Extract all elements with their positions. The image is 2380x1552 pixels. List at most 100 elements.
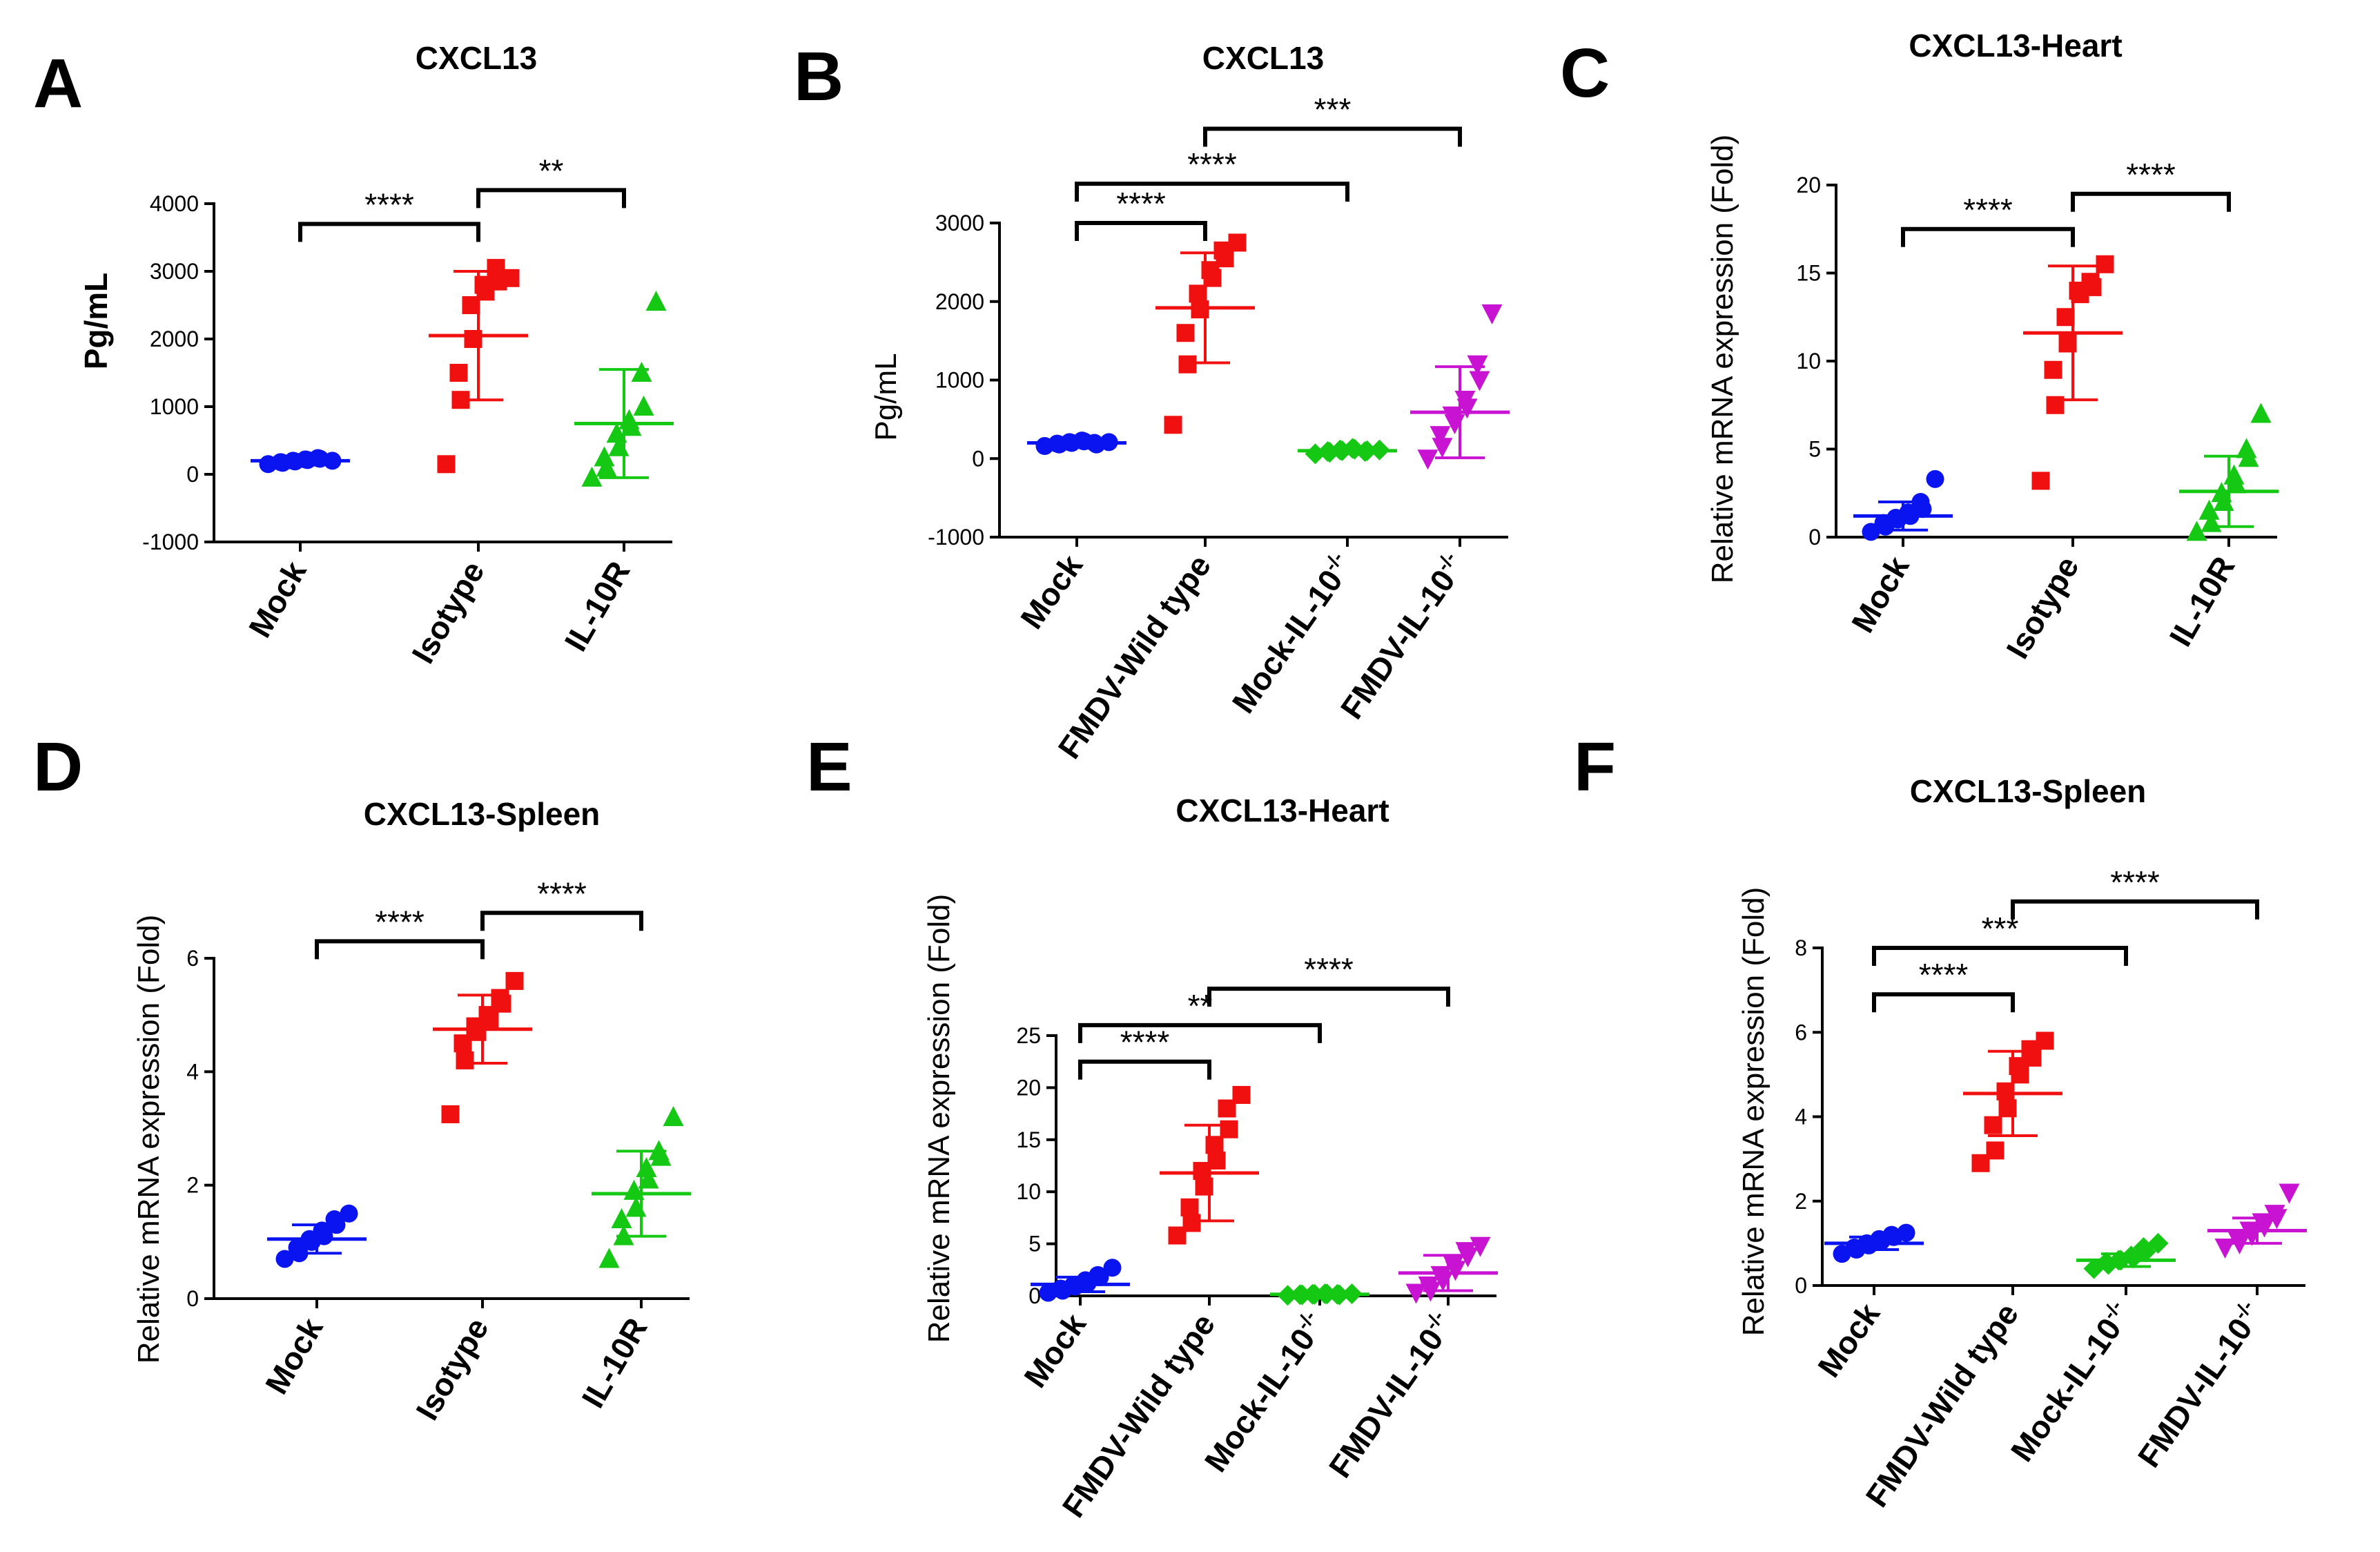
data-point-F-0-9: [1897, 1223, 1915, 1242]
series-il-10r: [2179, 402, 2279, 541]
significance-bracket: ****: [315, 904, 485, 960]
data-point-D-2-0: [598, 1248, 620, 1268]
series-mock: [251, 449, 350, 474]
significance-bracket: ****: [1901, 192, 2075, 247]
data-point-E-0-8: [1089, 1265, 1107, 1284]
y-tick-label: 4: [186, 1059, 199, 1084]
significance-stars: ****: [2110, 864, 2160, 900]
y-tick-label: 5: [1028, 1232, 1041, 1257]
data-point-C-0-0: [1862, 523, 1880, 541]
series-fmdv-wild-type: [1963, 1031, 2062, 1172]
data-point-F-1-9: [2036, 1031, 2054, 1050]
significance-stars: ***: [1314, 92, 1352, 128]
data-point-D-1-9: [505, 971, 524, 990]
data-point-B-1-1: [1178, 355, 1197, 374]
data-point-C-2-8: [2236, 438, 2257, 458]
chart-title: CXCL13: [416, 40, 537, 76]
data-point-E-3-2: [1418, 1276, 1439, 1297]
data-point-F-2-9: [2147, 1232, 2169, 1254]
data-point-E-0-9: [1103, 1259, 1122, 1277]
significance-bracket: ****: [1075, 186, 1207, 241]
y-tick-label: -1000: [142, 530, 199, 554]
data-point-C-1-2: [2044, 360, 2062, 379]
series-mock: [1027, 431, 1126, 456]
panel-letter: D: [33, 728, 83, 806]
data-point-F-3-0: [2214, 1238, 2236, 1259]
data-point-F-3-9: [2279, 1183, 2300, 1204]
significance-bracket: ****: [298, 186, 480, 242]
data-point-A-1-0: [437, 455, 456, 474]
significance-stars: ****: [364, 186, 414, 222]
data-point-A-2-7: [633, 396, 654, 416]
y-tick-label: 20: [1016, 1075, 1041, 1100]
series-fmdv-wild-type: [1155, 233, 1255, 434]
series-isotype: [2023, 255, 2123, 490]
data-point-A-1-9: [501, 269, 520, 287]
data-point-D-2-5: [638, 1168, 659, 1189]
data-point-F-3-8: [2264, 1205, 2285, 1225]
panel-letter: A: [33, 45, 83, 122]
y-tick-label: 2: [186, 1173, 199, 1198]
y-tick-label: 0: [1808, 525, 1821, 550]
significance-stars: ****: [375, 904, 425, 940]
y-tick-label: 2: [1795, 1189, 1807, 1214]
series-isotype: [433, 971, 532, 1123]
y-tick-label: 15: [1016, 1127, 1041, 1152]
data-point-D-2-9: [663, 1106, 684, 1127]
y-axis-label: Relative mRNA expression (Fold): [922, 894, 956, 1343]
y-tick-label: 8: [1795, 935, 1807, 960]
data-point-B-3-2: [1430, 426, 1451, 447]
significance-bracket: **: [476, 153, 626, 208]
y-tick-label: 1000: [935, 368, 984, 393]
data-point-E-3-8: [1455, 1242, 1476, 1263]
data-point-D-1-8: [491, 989, 509, 1007]
y-tick-label: 4: [1795, 1105, 1807, 1129]
data-point-B-3-9: [1481, 304, 1503, 324]
y-axis-label: Relative mRNA expression (Fold): [1737, 887, 1771, 1336]
data-point-E-1-9: [1232, 1085, 1251, 1104]
y-tick-label: 10: [1016, 1179, 1041, 1204]
significance-bracket: ****: [1078, 1025, 1211, 1080]
data-point-D-0-0: [275, 1250, 294, 1268]
data-point-C-1-8: [2081, 273, 2100, 291]
data-point-C-1-0: [2031, 472, 2050, 490]
y-tick-label: 0: [186, 462, 199, 487]
data-point-D-0-9: [340, 1204, 358, 1223]
y-tick-label: 15: [1796, 261, 1821, 286]
y-axis-label: Pg/mL: [78, 273, 114, 370]
panel-letter: C: [1560, 35, 1610, 112]
chart-title: CXCL13-Spleen: [1910, 773, 2147, 809]
y-tick-label: 4000: [150, 191, 199, 216]
y-tick-label: 0: [186, 1286, 199, 1311]
series-isotype: [429, 259, 528, 474]
series-fmdv-il-10-: [1410, 304, 1510, 470]
significance-stars: ****: [1963, 192, 2013, 228]
panel-letter: E: [806, 728, 852, 806]
significance-stars: ****: [2126, 157, 2176, 193]
chart-title: CXCL13-Heart: [1909, 28, 2122, 64]
significance-stars: ****: [1116, 186, 1166, 222]
series-fmdv-il-10-: [1398, 1236, 1498, 1304]
data-point-A-2-4: [606, 423, 627, 443]
significance-bracket: ****: [2011, 864, 2259, 920]
y-tick-label: 25: [1016, 1023, 1041, 1048]
data-point-E-1-2: [1180, 1198, 1199, 1216]
y-tick-label: 3000: [150, 259, 199, 284]
significance-stars: **: [539, 153, 564, 188]
data-point-C-2-9: [2250, 402, 2272, 423]
data-point-C-0-9: [1926, 469, 1944, 488]
significance-bracket: ****: [1075, 146, 1349, 202]
y-tick-label: 2000: [935, 289, 984, 314]
y-axis-label: Relative mRNA expression (Fold): [132, 915, 166, 1364]
significance-stars: ****: [1120, 1025, 1170, 1060]
y-tick-label: 3000: [935, 211, 984, 235]
series-mock-il-10-: [1270, 1283, 1369, 1306]
data-point-E-3-0: [1405, 1283, 1427, 1304]
data-point-E-1-7: [1220, 1120, 1238, 1138]
data-point-D-1-1: [456, 1051, 474, 1069]
significance-bracket: ****: [480, 875, 643, 931]
y-tick-label: 5: [1808, 437, 1821, 462]
